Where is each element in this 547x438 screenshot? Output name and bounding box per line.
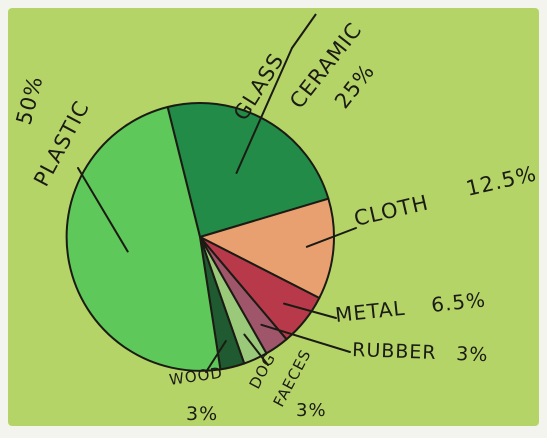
leader-line-wood (205, 340, 227, 373)
slice-label-rubber: RUBBER (352, 339, 437, 364)
pie-slice-plastic (65, 106, 222, 372)
leader-line-plastic (77, 167, 129, 253)
leader-line-glass-ceramic (235, 47, 293, 174)
leader-line-metal (283, 302, 337, 319)
leader-line-rubber (260, 323, 351, 353)
slice-value-dog-faeces: 3% (296, 400, 327, 421)
slice-value-metal: 6.5% (430, 287, 487, 317)
leader-lines (77, 13, 357, 373)
pie-slice-glass-ceramic (166, 102, 330, 238)
leader-line-cloth (305, 227, 357, 248)
pie-slices (65, 102, 335, 372)
leader-line-dog-faeces (243, 333, 269, 366)
glass-ceramic-divider (291, 13, 317, 49)
pie-slice-cloth (199, 197, 335, 299)
slice-value-wood: 3% (186, 403, 218, 425)
slice-value-rubber: 3% (456, 343, 489, 366)
